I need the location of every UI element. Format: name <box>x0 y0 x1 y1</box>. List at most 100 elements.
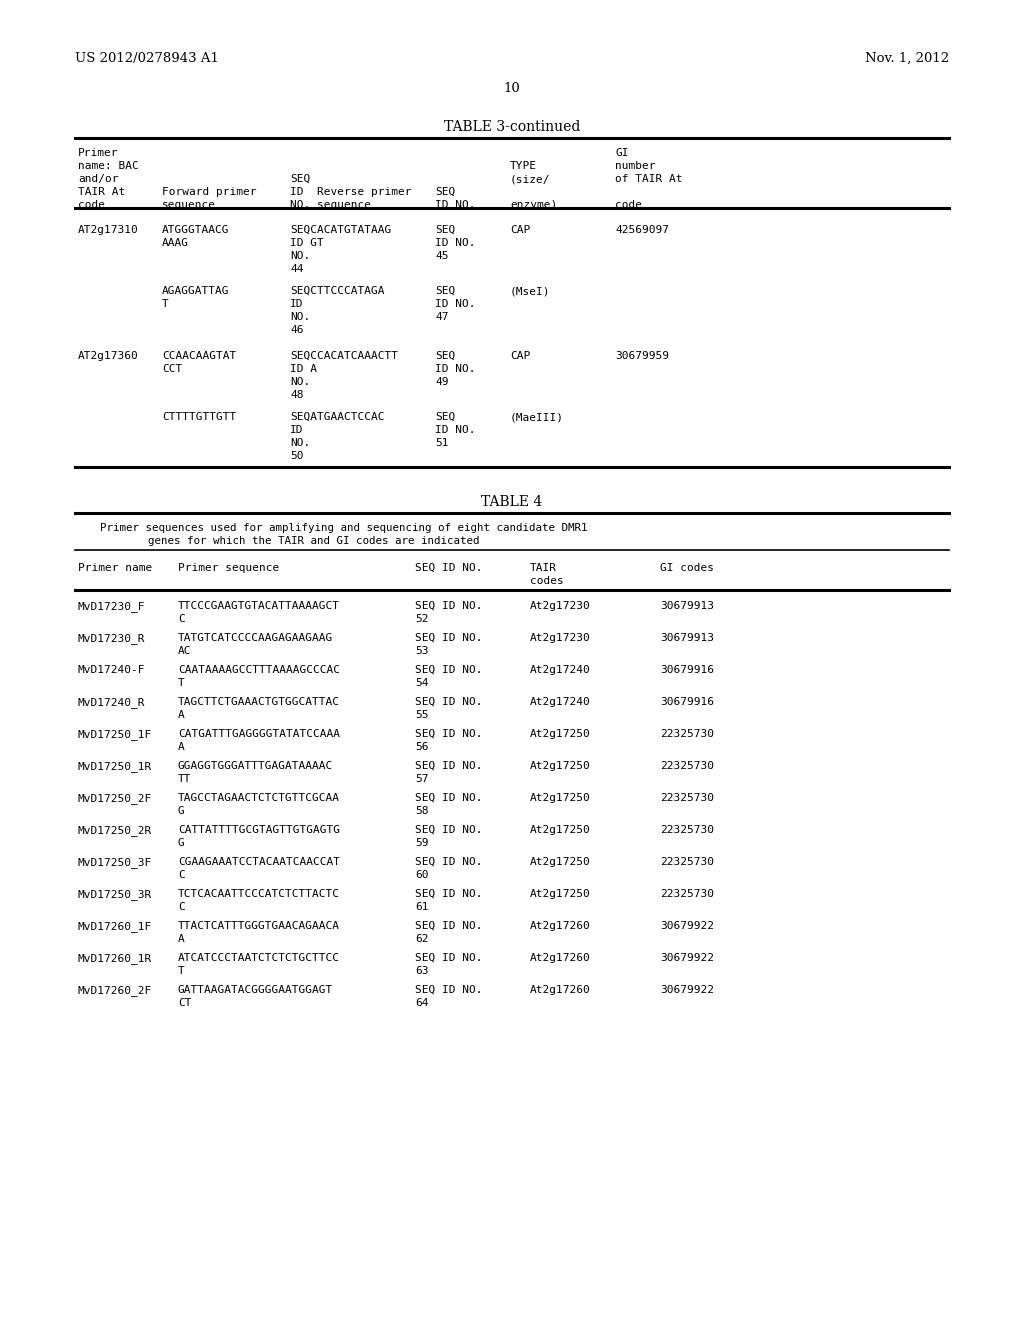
Text: SEQ ID NO.: SEQ ID NO. <box>415 601 482 611</box>
Text: 53: 53 <box>415 645 428 656</box>
Text: TAGCCTAGAACTCTCTGTTCGCAA: TAGCCTAGAACTCTCTGTTCGCAA <box>178 793 340 803</box>
Text: 50: 50 <box>290 451 303 461</box>
Text: SEQ ID NO.: SEQ ID NO. <box>415 793 482 803</box>
Text: AT2g17360: AT2g17360 <box>78 351 138 360</box>
Text: ID NO.: ID NO. <box>435 300 475 309</box>
Text: At2g17250: At2g17250 <box>530 793 591 803</box>
Text: SEQ: SEQ <box>435 224 456 235</box>
Text: NO.: NO. <box>290 251 310 261</box>
Text: ID A: ID A <box>290 364 317 374</box>
Text: CT: CT <box>178 998 191 1008</box>
Text: NO.: NO. <box>290 378 310 387</box>
Text: C: C <box>178 902 184 912</box>
Text: TABLE 3-continued: TABLE 3-continued <box>443 120 581 135</box>
Text: At2g17240: At2g17240 <box>530 665 591 675</box>
Text: CAP: CAP <box>510 351 530 360</box>
Text: 59: 59 <box>415 838 428 847</box>
Text: At2g17260: At2g17260 <box>530 953 591 964</box>
Text: SEQ ID NO.: SEQ ID NO. <box>415 953 482 964</box>
Text: AC: AC <box>178 645 191 656</box>
Text: CATTATTTTGCGTAGTTGTGAGTG: CATTATTTTGCGTAGTTGTGAGTG <box>178 825 340 836</box>
Text: US 2012/0278943 A1: US 2012/0278943 A1 <box>75 51 219 65</box>
Text: C: C <box>178 870 184 880</box>
Text: Primer name: Primer name <box>78 564 153 573</box>
Text: MvD17250_3R: MvD17250_3R <box>78 888 153 900</box>
Text: TAIR: TAIR <box>530 564 557 573</box>
Text: (MseI): (MseI) <box>510 286 551 296</box>
Text: number: number <box>615 161 655 172</box>
Text: GI: GI <box>615 148 629 158</box>
Text: MvD17260_1R: MvD17260_1R <box>78 953 153 964</box>
Text: MvD17260_1F: MvD17260_1F <box>78 921 153 932</box>
Text: name: BAC: name: BAC <box>78 161 138 172</box>
Text: At2g17250: At2g17250 <box>530 729 591 739</box>
Text: A: A <box>178 710 184 719</box>
Text: (MaeIII): (MaeIII) <box>510 412 564 422</box>
Text: 22325730: 22325730 <box>660 762 714 771</box>
Text: TTCCCGAAGTGTACATTAAAAGCT: TTCCCGAAGTGTACATTAAAAGCT <box>178 601 340 611</box>
Text: Primer sequence: Primer sequence <box>178 564 280 573</box>
Text: TABLE 4: TABLE 4 <box>481 495 543 510</box>
Text: Primer: Primer <box>78 148 119 158</box>
Text: ID GT: ID GT <box>290 238 324 248</box>
Text: ATCATCCCTAATCTCTCTGCTTCC: ATCATCCCTAATCTCTCTGCTTCC <box>178 953 340 964</box>
Text: NO.: NO. <box>290 312 310 322</box>
Text: MvD17250_2R: MvD17250_2R <box>78 825 153 836</box>
Text: 56: 56 <box>415 742 428 752</box>
Text: sequence: sequence <box>162 201 216 210</box>
Text: 30679913: 30679913 <box>660 634 714 643</box>
Text: 30679913: 30679913 <box>660 601 714 611</box>
Text: 22325730: 22325730 <box>660 825 714 836</box>
Text: SEQATGAACTCCAC: SEQATGAACTCCAC <box>290 412 384 422</box>
Text: CCAACAAGTAT: CCAACAAGTAT <box>162 351 237 360</box>
Text: SEQ ID NO.: SEQ ID NO. <box>415 921 482 931</box>
Text: 46: 46 <box>290 325 303 335</box>
Text: MvD17240-F: MvD17240-F <box>78 665 145 675</box>
Text: 22325730: 22325730 <box>660 888 714 899</box>
Text: At2g17230: At2g17230 <box>530 601 591 611</box>
Text: SEQ: SEQ <box>290 174 310 183</box>
Text: NO.: NO. <box>290 438 310 447</box>
Text: 30679959: 30679959 <box>615 351 669 360</box>
Text: SEQ ID NO.: SEQ ID NO. <box>415 634 482 643</box>
Text: 22325730: 22325730 <box>660 857 714 867</box>
Text: GGAGGTGGGATTTGAGATAAAAC: GGAGGTGGGATTTGAGATAAAAC <box>178 762 333 771</box>
Text: SEQCACATGTATAAG: SEQCACATGTATAAG <box>290 224 391 235</box>
Text: TTACTCATTTGGGTGAACAGAACA: TTACTCATTTGGGTGAACAGAACA <box>178 921 340 931</box>
Text: SEQ: SEQ <box>435 351 456 360</box>
Text: ID NO.: ID NO. <box>435 425 475 436</box>
Text: TYPE: TYPE <box>510 161 537 172</box>
Text: 42569097: 42569097 <box>615 224 669 235</box>
Text: SEQCTTCCCATAGA: SEQCTTCCCATAGA <box>290 286 384 296</box>
Text: MvD17240_R: MvD17240_R <box>78 697 145 708</box>
Text: genes for which the TAIR and GI codes are indicated: genes for which the TAIR and GI codes ar… <box>148 536 479 546</box>
Text: SEQ: SEQ <box>435 412 456 422</box>
Text: 10: 10 <box>504 82 520 95</box>
Text: ID NO.: ID NO. <box>435 238 475 248</box>
Text: 62: 62 <box>415 935 428 944</box>
Text: G: G <box>178 838 184 847</box>
Text: ATGGGTAACG: ATGGGTAACG <box>162 224 229 235</box>
Text: GATTAAGATACGGGGAATGGAGT: GATTAAGATACGGGGAATGGAGT <box>178 985 333 995</box>
Text: code: code <box>615 201 642 210</box>
Text: TCTCACAATTCCCATCTCTTACTC: TCTCACAATTCCCATCTCTTACTC <box>178 888 340 899</box>
Text: CCT: CCT <box>162 364 182 374</box>
Text: AGAGGATTAG: AGAGGATTAG <box>162 286 229 296</box>
Text: 61: 61 <box>415 902 428 912</box>
Text: ID  Reverse primer: ID Reverse primer <box>290 187 412 197</box>
Text: code: code <box>78 201 105 210</box>
Text: At2g17240: At2g17240 <box>530 697 591 708</box>
Text: 44: 44 <box>290 264 303 275</box>
Text: Nov. 1, 2012: Nov. 1, 2012 <box>865 51 949 65</box>
Text: 54: 54 <box>415 678 428 688</box>
Text: GI codes: GI codes <box>660 564 714 573</box>
Text: At2g17250: At2g17250 <box>530 857 591 867</box>
Text: enzyme): enzyme) <box>510 201 557 210</box>
Text: MvD17250_2F: MvD17250_2F <box>78 793 153 804</box>
Text: 30679922: 30679922 <box>660 921 714 931</box>
Text: SEQ: SEQ <box>435 286 456 296</box>
Text: 30679922: 30679922 <box>660 985 714 995</box>
Text: codes: codes <box>530 576 564 586</box>
Text: C: C <box>178 614 184 624</box>
Text: At2g17250: At2g17250 <box>530 888 591 899</box>
